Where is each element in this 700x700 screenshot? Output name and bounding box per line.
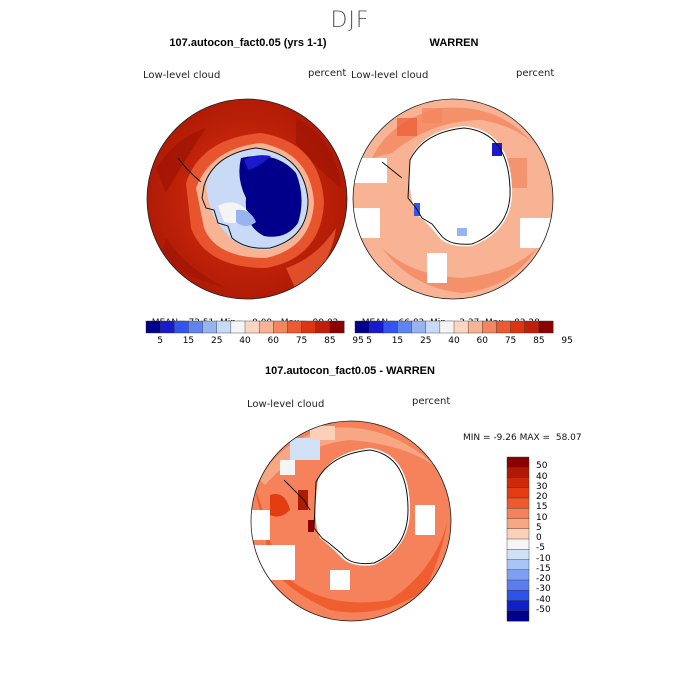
colorbar-swatch — [506, 590, 530, 602]
map-panel-2 — [352, 98, 554, 300]
colorbar-diff-labels: 50 40 30 20 15 10 5 0 -5 -10 -15 -20 -30 -40 -50 — [536, 457, 576, 621]
colorbar-tick-label: 40 — [448, 336, 460, 346]
colorbar-panel-1-labels: 5 15 25 40 60 75 85 95 — [146, 336, 364, 348]
panel2-variable-label: Low-level cloud — [351, 70, 429, 81]
colorbar-swatch — [301, 320, 317, 334]
map-panel-1 — [146, 98, 348, 300]
colorbar-tick-label: 85 — [324, 336, 336, 346]
colorbar-tick-label: 60 — [476, 336, 489, 346]
colorbar-tick-label: 25 — [210, 336, 223, 346]
colorbar-swatch — [482, 320, 497, 334]
colorbar-tick-label: 15 — [182, 336, 195, 346]
colorbar-swatch — [506, 508, 530, 520]
colorbar-panel-1 — [145, 320, 345, 334]
colorbar-swatch — [315, 320, 331, 334]
colorbar-tick-label: 5 — [536, 522, 542, 533]
colorbar-swatch — [506, 538, 530, 550]
colorbar-swatch — [230, 320, 246, 334]
colorbar-panel-2 — [354, 320, 554, 334]
colorbar-swatch — [188, 320, 204, 334]
colorbar-tick-label: 15 — [536, 502, 548, 513]
colorbar-swatch — [506, 528, 530, 540]
panel3-variable-label: Low-level cloud — [247, 399, 325, 410]
colorbar-swatch — [258, 320, 274, 334]
diff-max-value: 58.07 — [555, 433, 582, 443]
colorbar-swatch — [506, 487, 530, 499]
colorbar-swatch — [202, 320, 218, 334]
colorbar-tick-label: -5 — [536, 543, 545, 554]
colorbar-swatch — [506, 467, 530, 479]
colorbar-swatch — [159, 320, 175, 334]
colorbar-swatch — [467, 320, 483, 334]
panel3-units-label: percent — [412, 396, 451, 407]
colorbar-swatch — [506, 569, 530, 581]
panel2-units-label: percent — [516, 68, 555, 79]
colorbar-swatch — [425, 320, 441, 334]
colorbar-tick-label: 95 — [352, 336, 364, 346]
colorbar-tick-label: 50 — [536, 461, 548, 472]
colorbar-diff — [506, 456, 530, 622]
colorbar-swatch — [510, 320, 526, 334]
colorbar-swatch — [506, 549, 530, 561]
colorbar-swatch — [411, 320, 427, 334]
colorbar-tick-label: 40 — [536, 471, 548, 482]
colorbar-tick-label: 10 — [536, 512, 548, 523]
colorbar-tick-label: -40 — [536, 594, 551, 605]
colorbar-swatch — [506, 600, 530, 612]
colorbar-swatch — [524, 320, 540, 334]
colorbar-tick-label: 30 — [536, 481, 548, 492]
panel1-title: 107.autocon_fact0.05 (yrs 1-1) — [169, 37, 327, 49]
colorbar-swatch — [506, 477, 530, 489]
diff-min-value: -9.26 — [493, 433, 517, 443]
colorbar-panel-2-labels: 5 15 25 40 60 75 85 95 — [355, 336, 573, 348]
colorbar-swatch — [397, 320, 413, 334]
colorbar-swatch — [453, 320, 469, 334]
colorbar-tick-label: 20 — [536, 492, 548, 502]
colorbar-swatch — [496, 320, 512, 334]
colorbar-swatch — [506, 610, 530, 622]
colorbar-swatch — [439, 320, 455, 334]
colorbar-tick-label: 85 — [533, 336, 545, 346]
diff-min-label: MIN = — [463, 433, 491, 443]
colorbar-tick-label: -30 — [536, 584, 551, 595]
colorbar-swatch — [538, 320, 554, 334]
colorbar-swatch — [368, 320, 384, 334]
colorbar-swatch — [506, 559, 530, 571]
panel2-title: WARREN — [429, 37, 479, 49]
colorbar-tick-label: 40 — [239, 336, 251, 346]
colorbar-tick-label: 0 — [536, 533, 542, 543]
colorbar-tick-label: 75 — [295, 336, 308, 346]
colorbar-swatch — [287, 320, 303, 334]
colorbar-tick-label: 75 — [504, 336, 517, 346]
colorbar-tick-label: -20 — [536, 574, 551, 584]
colorbar-tick-label: 5 — [366, 336, 373, 346]
colorbar-tick-label: 15 — [391, 336, 404, 346]
panel1-units-label: percent — [308, 68, 347, 79]
colorbar-swatch — [329, 320, 345, 334]
colorbar-swatch — [354, 320, 370, 334]
colorbar-swatch — [506, 579, 530, 591]
season-title: DJF — [330, 8, 370, 33]
colorbar-swatch — [383, 320, 398, 334]
colorbar-swatch — [506, 497, 530, 509]
colorbar-tick-label: 60 — [267, 336, 280, 346]
colorbar-tick-label: 25 — [419, 336, 432, 346]
colorbar-tick-label: 5 — [157, 336, 164, 346]
map-panel-3 — [250, 420, 452, 622]
colorbar-swatch — [174, 320, 189, 334]
diff-max-label: MAX = — [519, 433, 551, 443]
colorbar-swatch — [216, 320, 232, 334]
colorbar-swatch — [506, 518, 530, 530]
colorbar-swatch — [145, 320, 161, 334]
colorbar-tick-label: -15 — [536, 563, 551, 574]
colorbar-swatch — [506, 456, 530, 468]
panel3-stats: MIN = -9.26 MAX = 58.07 — [463, 433, 582, 443]
colorbar-swatch — [273, 320, 288, 334]
colorbar-swatch — [244, 320, 260, 334]
colorbar-tick-label: 95 — [561, 336, 573, 346]
diff-title: 107.autocon_fact0.05 - WARREN — [265, 365, 435, 377]
colorbar-tick-label: -50 — [536, 604, 551, 615]
colorbar-tick-label: -10 — [536, 553, 551, 564]
panel1-variable-label: Low-level cloud — [143, 70, 221, 81]
